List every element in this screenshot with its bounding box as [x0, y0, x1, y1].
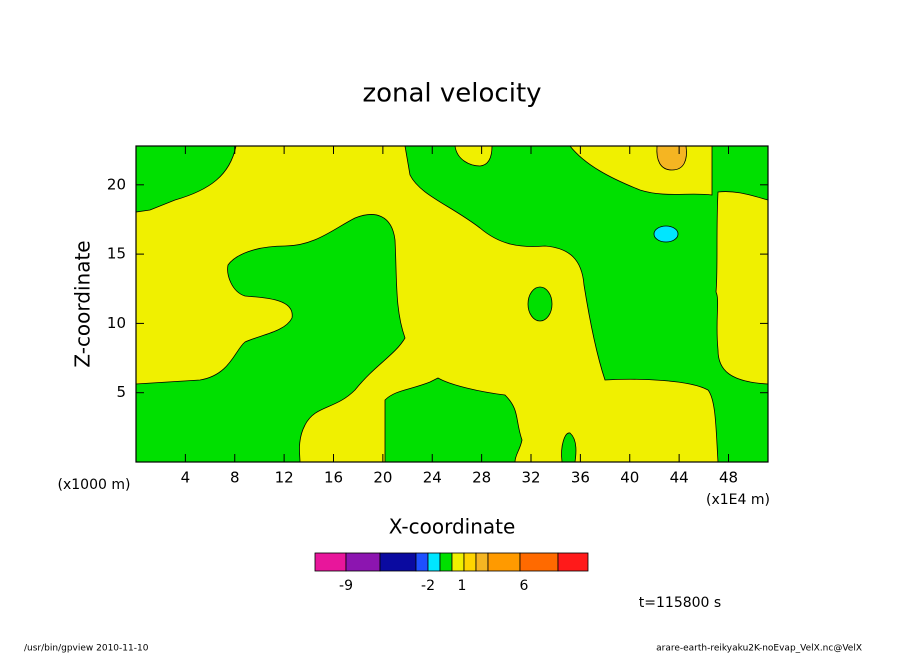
footer-right: arare-earth-reikyaku2K-noEvap_VelX.nc@Ve… — [656, 644, 862, 654]
x-tick-label: 32 — [521, 469, 540, 487]
x-tick-label: 8 — [230, 469, 240, 487]
contour-region — [384, 377, 523, 463]
colorbar-label: -9 — [339, 578, 353, 594]
y-axis-label: Z-coordinate — [71, 240, 95, 367]
x-tick-label: 20 — [373, 469, 392, 487]
y-tick-label: 10 — [107, 314, 126, 332]
contour-region — [653, 225, 679, 243]
x-tick-label: 24 — [423, 469, 442, 487]
contour-field — [135, 145, 769, 463]
x-tick-label: 12 — [275, 469, 294, 487]
y-tick-label: 20 — [107, 175, 126, 193]
x-tick-label: 44 — [670, 469, 689, 487]
colorbar-label: 1 — [458, 578, 467, 594]
contour-region — [404, 145, 769, 463]
colorbar-segment — [427, 552, 441, 572]
colorbar-segment — [314, 552, 347, 572]
footer-left: /usr/bin/gpview 2010-11-10 — [24, 644, 149, 654]
plot-frame — [135, 145, 769, 463]
contour-region — [561, 432, 577, 463]
colorbar-segment — [463, 552, 477, 572]
colorbar-segment — [557, 552, 589, 572]
x-unit: (x1E4 m) — [706, 492, 770, 508]
y-unit: (x1000 m) — [58, 477, 131, 493]
colorbar-label: -2 — [421, 578, 435, 594]
colorbar-segment — [475, 552, 489, 572]
x-axis-label: X-coordinate — [389, 515, 516, 539]
x-tick-label: 40 — [620, 469, 639, 487]
contour-region — [135, 214, 406, 463]
colorbar-segment — [519, 552, 559, 572]
contour-region — [527, 286, 553, 322]
x-tick-label: 48 — [719, 469, 738, 487]
colorbar-label: 6 — [520, 578, 529, 594]
x-tick-label: 36 — [571, 469, 590, 487]
time-label: t=115800 s — [639, 595, 721, 611]
colorbar-segment — [379, 552, 417, 572]
y-tick-label: 15 — [107, 245, 126, 263]
colorbar-segment — [439, 552, 453, 572]
x-tick-label: 4 — [181, 469, 191, 487]
y-tick-label: 5 — [116, 383, 126, 401]
x-tick-label: 16 — [324, 469, 343, 487]
chart-title: zonal velocity — [362, 79, 541, 109]
colorbar-segment — [345, 552, 381, 572]
colorbar-segment — [415, 552, 429, 572]
colorbar-segment — [451, 552, 465, 572]
x-tick-label: 28 — [472, 469, 491, 487]
colorbar-segment — [487, 552, 521, 572]
